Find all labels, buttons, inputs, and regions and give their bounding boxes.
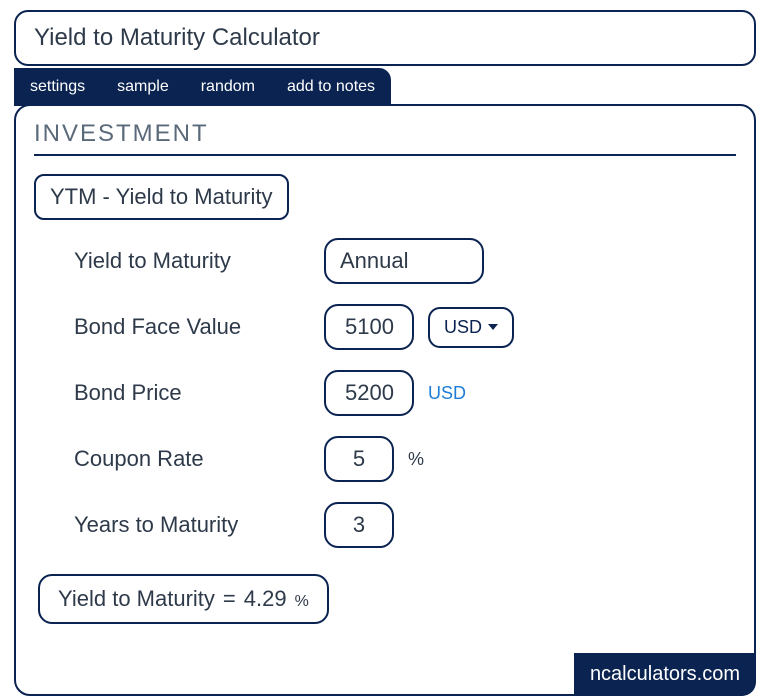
- row-years: Years to Maturity 3: [74, 502, 736, 548]
- tab-settings[interactable]: settings: [14, 68, 101, 106]
- input-face-value[interactable]: 5100: [324, 304, 414, 350]
- row-coupon: Coupon Rate 5 %: [74, 436, 736, 482]
- currency-label: USD: [444, 317, 482, 338]
- result-box: Yield to Maturity = 4.29 %: [38, 574, 329, 624]
- row-face-value: Bond Face Value 5100 USD: [74, 304, 736, 350]
- title-bar: Yield to Maturity Calculator: [14, 10, 756, 66]
- result-equals: =: [223, 586, 236, 612]
- input-coupon[interactable]: 5: [324, 436, 394, 482]
- mode-label: YTM - Yield to Maturity: [50, 184, 273, 209]
- chevron-down-icon: [488, 324, 498, 330]
- tab-random[interactable]: random: [185, 68, 271, 106]
- page-title: Yield to Maturity Calculator: [34, 24, 320, 51]
- label-coupon: Coupon Rate: [74, 446, 324, 472]
- watermark: ncalculators.com: [574, 653, 756, 696]
- input-price[interactable]: 5200: [324, 370, 414, 416]
- result-unit: %: [295, 593, 309, 611]
- row-ytm: Yield to Maturity Annual: [74, 238, 736, 284]
- label-years: Years to Maturity: [74, 512, 324, 538]
- tab-bar: settings sample random add to notes: [14, 68, 391, 106]
- section-title: INVESTMENT: [34, 120, 736, 156]
- coupon-unit: %: [408, 449, 424, 470]
- form: Yield to Maturity Annual Bond Face Value…: [34, 238, 736, 548]
- tab-sample[interactable]: sample: [101, 68, 185, 106]
- currency-select[interactable]: USD: [428, 307, 514, 348]
- label-face-value: Bond Face Value: [74, 314, 324, 340]
- input-ytm-period[interactable]: Annual: [324, 238, 484, 284]
- price-currency[interactable]: USD: [428, 383, 466, 404]
- tab-add-to-notes[interactable]: add to notes: [271, 68, 391, 106]
- mode-select[interactable]: YTM - Yield to Maturity: [34, 174, 289, 220]
- result-value: 4.29: [244, 586, 287, 612]
- result-label: Yield to Maturity: [58, 586, 215, 612]
- input-years[interactable]: 3: [324, 502, 394, 548]
- label-price: Bond Price: [74, 380, 324, 406]
- calculator-panel: INVESTMENT YTM - Yield to Maturity Yield…: [14, 104, 756, 696]
- label-ytm: Yield to Maturity: [74, 248, 324, 274]
- row-price: Bond Price 5200 USD: [74, 370, 736, 416]
